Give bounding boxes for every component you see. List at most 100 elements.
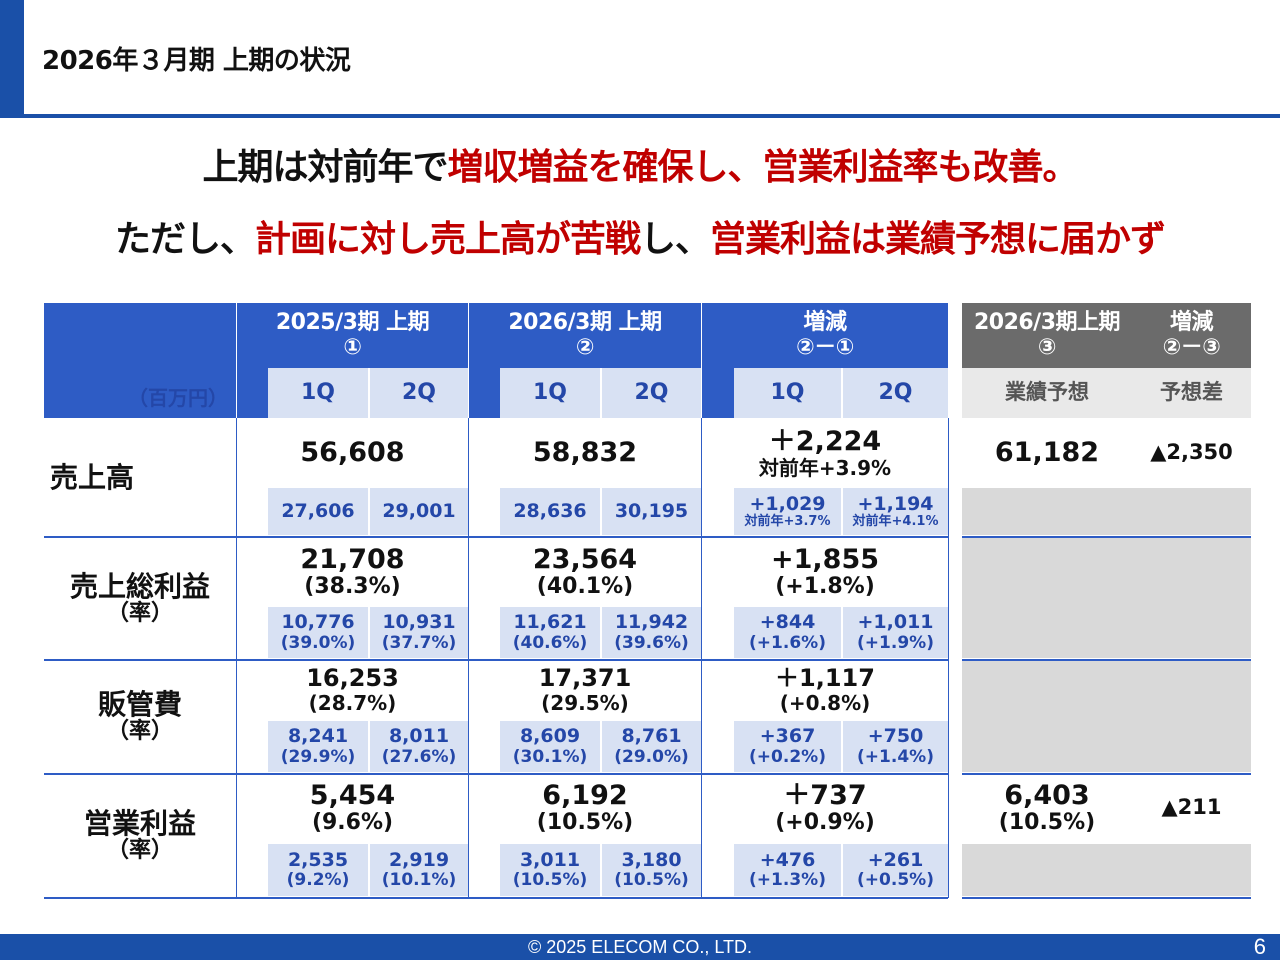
- unit-label: （百万円）: [128, 385, 228, 410]
- sales-diff-1q: +1,029 対前年+3.7%: [734, 488, 841, 535]
- sga-prev-value: 16,253: [306, 664, 399, 693]
- row-divider: [962, 773, 1251, 775]
- op-forecast-blank: [962, 844, 1251, 896]
- page-number: 6: [1253, 934, 1266, 959]
- title-accent-bar: [0, 0, 24, 118]
- op-curr-half: 6,192 (10.5%): [469, 776, 701, 840]
- op-prev-value: 5,454: [309, 779, 396, 811]
- sga-curr-2q: 8,761 (29.0%): [602, 721, 701, 772]
- header-prev-mark: ①: [343, 334, 362, 360]
- column-divider: [468, 418, 469, 898]
- op-curr-1q-rate: (10.5%): [512, 870, 588, 891]
- headline-2-plain-a: ただし、: [114, 219, 256, 260]
- table-bottom-rule: [44, 897, 948, 899]
- op-prev-2q-value: 2,919: [388, 848, 450, 871]
- header-diff: 増減 ②－①: [702, 303, 948, 368]
- copyright: © 2025 ELECOM CO., LTD.: [528, 937, 752, 957]
- row-label-op: 営業利益 （率）: [44, 776, 236, 896]
- sga-curr-value: 17,371: [538, 664, 632, 693]
- sales-curr-1q: 28,636: [500, 488, 600, 535]
- op-prev-half: 5,454 (9.6%): [237, 776, 468, 840]
- sga-diff-rate: (+0.8%): [779, 691, 871, 716]
- header-diff-1q: 1Q: [734, 368, 841, 418]
- sales-diff-2q-yoy: 対前年+4.1%: [852, 513, 939, 529]
- op-curr-2q-rate: (10.5%): [614, 870, 689, 891]
- row-label-sga-sub: （率）: [106, 719, 173, 745]
- op-curr-value: 6,192: [542, 779, 628, 811]
- headline-2-plain-b: し、: [640, 219, 711, 260]
- page-title: 2026年３月期 上期の状況: [42, 46, 351, 76]
- op-prev-2q: 2,919 (10.1%): [370, 844, 468, 896]
- sga-curr-2q-value: 8,761: [621, 725, 682, 748]
- gross-prev-1q: 10,776 (39.0%): [268, 607, 368, 658]
- op-diff-2q-rate: (+0.5%): [857, 870, 934, 891]
- header-spacer: [702, 368, 734, 418]
- sga-curr-1q: 8,609 (30.1%): [500, 721, 600, 772]
- sga-prev-2q: 8,011 (27.6%): [370, 721, 468, 772]
- gross-prev-half: 21,708 (38.3%): [237, 540, 468, 604]
- sga-diff-1q: +367 (+0.2%): [734, 721, 841, 772]
- gross-prev-2q-value: 10,931: [382, 611, 456, 634]
- header-curr-2q: 2Q: [602, 368, 701, 418]
- op-curr-1q: 3,011 (10.5%): [500, 844, 600, 896]
- header-forecast-diff-label: 予想差: [1132, 368, 1251, 418]
- column-divider: [948, 418, 949, 898]
- header-forecast-label: 業績予想: [962, 368, 1132, 418]
- sga-curr-half: 17,371 (29.5%): [469, 662, 701, 718]
- op-diff-value: ＋737: [783, 779, 867, 811]
- sga-diff-value: ＋1,117: [775, 664, 875, 693]
- op-diff-1q-rate: (+1.3%): [749, 870, 826, 891]
- sga-curr-1q-rate: (30.1%): [512, 746, 588, 767]
- sales-forecast-diff: ▲2,350: [1150, 440, 1233, 465]
- header-curr-1q: 1Q: [500, 368, 600, 418]
- sales-forecast-blank: [962, 488, 1251, 535]
- sga-curr-rate: (29.5%): [541, 691, 629, 716]
- header-curr-mark: ②: [575, 334, 595, 360]
- header-unit-cell: [44, 303, 236, 418]
- op-diff-2q: +261 (+0.5%): [843, 844, 948, 896]
- sga-diff-1q-value: +367: [759, 725, 816, 748]
- sales-forecast: 61,182: [994, 436, 1100, 468]
- header-diff-mark: ②－①: [796, 334, 854, 360]
- sga-diff-2q: +750 (+1.4%): [843, 721, 948, 772]
- sales-diff-2q: +1,194 対前年+4.1%: [843, 488, 948, 535]
- op-diff-rate: (+0.9%): [775, 809, 875, 835]
- op-curr-2q-value: 3,180: [621, 848, 682, 871]
- op-curr-1q-value: 3,011: [519, 848, 581, 871]
- column-divider: [236, 418, 237, 898]
- sales-diff-1q-value: +1,029: [749, 492, 826, 515]
- sga-prev-2q-value: 8,011: [388, 725, 450, 748]
- header-prev-2q: 2Q: [370, 368, 468, 418]
- gross-curr-value: 23,564: [532, 543, 638, 575]
- sga-forecast-blank: [962, 661, 1251, 772]
- gross-diff-2q-value: +1,011: [857, 611, 934, 634]
- gross-curr-2q-rate: (39.6%): [614, 632, 689, 653]
- headline-1-highlight: 増収増益を確保し、営業利益率も改善。: [447, 147, 1079, 188]
- op-diff-half: ＋737 (+0.9%): [702, 776, 948, 840]
- row-label-sga-main: 販管費: [97, 688, 182, 721]
- headline-line-1: 上期は対前年で増収増益を確保し、営業利益率も改善。: [0, 138, 1280, 190]
- row-label-gross: 売上総利益 （率）: [44, 540, 236, 658]
- gross-curr-2q: 11,942 (39.6%): [602, 607, 701, 658]
- op-prev-1q-rate: (9.2%): [286, 870, 350, 891]
- sales-diff-value: ＋2,224: [768, 425, 882, 457]
- row-label-op-sub: （率）: [106, 838, 173, 864]
- gross-forecast-blank: [962, 538, 1251, 658]
- header-prev-1q: 1Q: [268, 368, 368, 418]
- row-label-gross-main: 売上総利益: [69, 570, 210, 603]
- sga-prev-1q-rate: (29.9%): [280, 746, 356, 767]
- op-curr-2q: 3,180 (10.5%): [602, 844, 701, 896]
- row-label-sga: 販管費 （率）: [44, 662, 236, 772]
- op-forecast-rate: (10.5%): [998, 809, 1096, 835]
- headline-2-highlight-a: 計画に対し売上高が苦戦: [254, 219, 641, 260]
- gross-diff-2q-rate: (+1.9%): [857, 632, 934, 653]
- op-forecast-value: 6,403: [1004, 779, 1090, 811]
- header-forecast-diff-mark: ②－③: [1162, 334, 1221, 360]
- sga-curr-2q-rate: (29.0%): [614, 746, 689, 767]
- op-diff-2q-value: +261: [867, 848, 924, 871]
- header-prev-half: 2025/3期 上期 ①: [237, 303, 468, 368]
- sga-prev-1q: 8,241 (29.9%): [268, 721, 368, 772]
- gross-diff-1q-rate: (+1.6%): [749, 632, 826, 653]
- header-forecast-diff-title: 増減: [1169, 309, 1214, 335]
- sales-diff-half: ＋2,224 対前年+3.9%: [702, 420, 948, 486]
